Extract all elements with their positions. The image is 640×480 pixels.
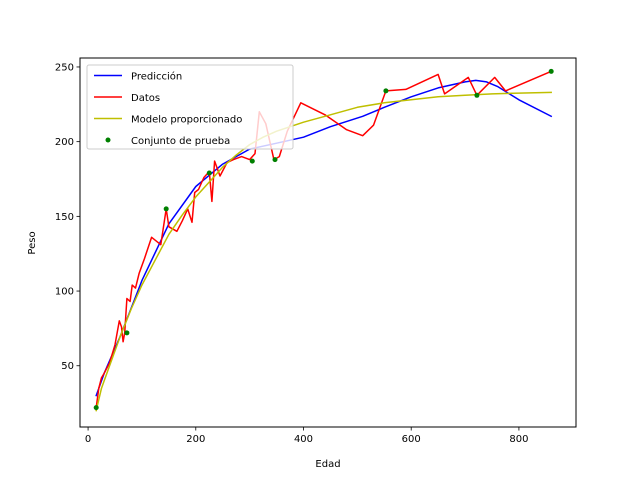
y-tick-label-1: 100	[55, 287, 74, 298]
legend-label-1: Datos	[131, 93, 160, 104]
test-point-7	[474, 92, 480, 98]
test-point-5	[272, 157, 278, 163]
test-point-8	[548, 68, 554, 74]
y-tick-label-0: 50	[61, 361, 74, 372]
y-tick-label-4: 250	[55, 62, 74, 73]
x-tick-label-0: 0	[85, 434, 91, 445]
test-point-0	[93, 405, 99, 411]
x-tick-label-2: 400	[294, 434, 313, 445]
test-point-6	[383, 88, 389, 94]
legend-label-0: Predicción	[131, 71, 182, 83]
axes-frame	[79, 57, 577, 428]
x-tick-label-3: 600	[402, 434, 421, 445]
test-point-1	[124, 330, 130, 336]
plot-area	[93, 68, 554, 412]
test-point-2	[163, 206, 169, 212]
x-tick-label-4: 800	[509, 434, 528, 445]
x-axis-label: Edad	[315, 459, 340, 470]
test-point-3	[206, 170, 212, 176]
y-tick-label-3: 200	[55, 137, 74, 148]
y-axis-label: Peso	[27, 231, 38, 254]
test-point-4	[249, 158, 255, 164]
legend-label-2: Modelo proporcionado	[131, 115, 242, 126]
legend-swatch-3	[105, 137, 111, 143]
axis-ticks: 0 200 400 600 800 50 100 150 200 250	[55, 62, 529, 445]
series-line-0	[95, 79, 553, 397]
legend-label-3: Conjunto de prueba	[131, 136, 230, 147]
series-line-2	[95, 91, 552, 412]
x-tick-label-1: 200	[186, 434, 205, 445]
legend-box	[86, 64, 294, 150]
legend: Predicción Datos Modelo proporcionado Conju…	[86, 64, 294, 150]
y-tick-label-2: 150	[55, 212, 74, 223]
